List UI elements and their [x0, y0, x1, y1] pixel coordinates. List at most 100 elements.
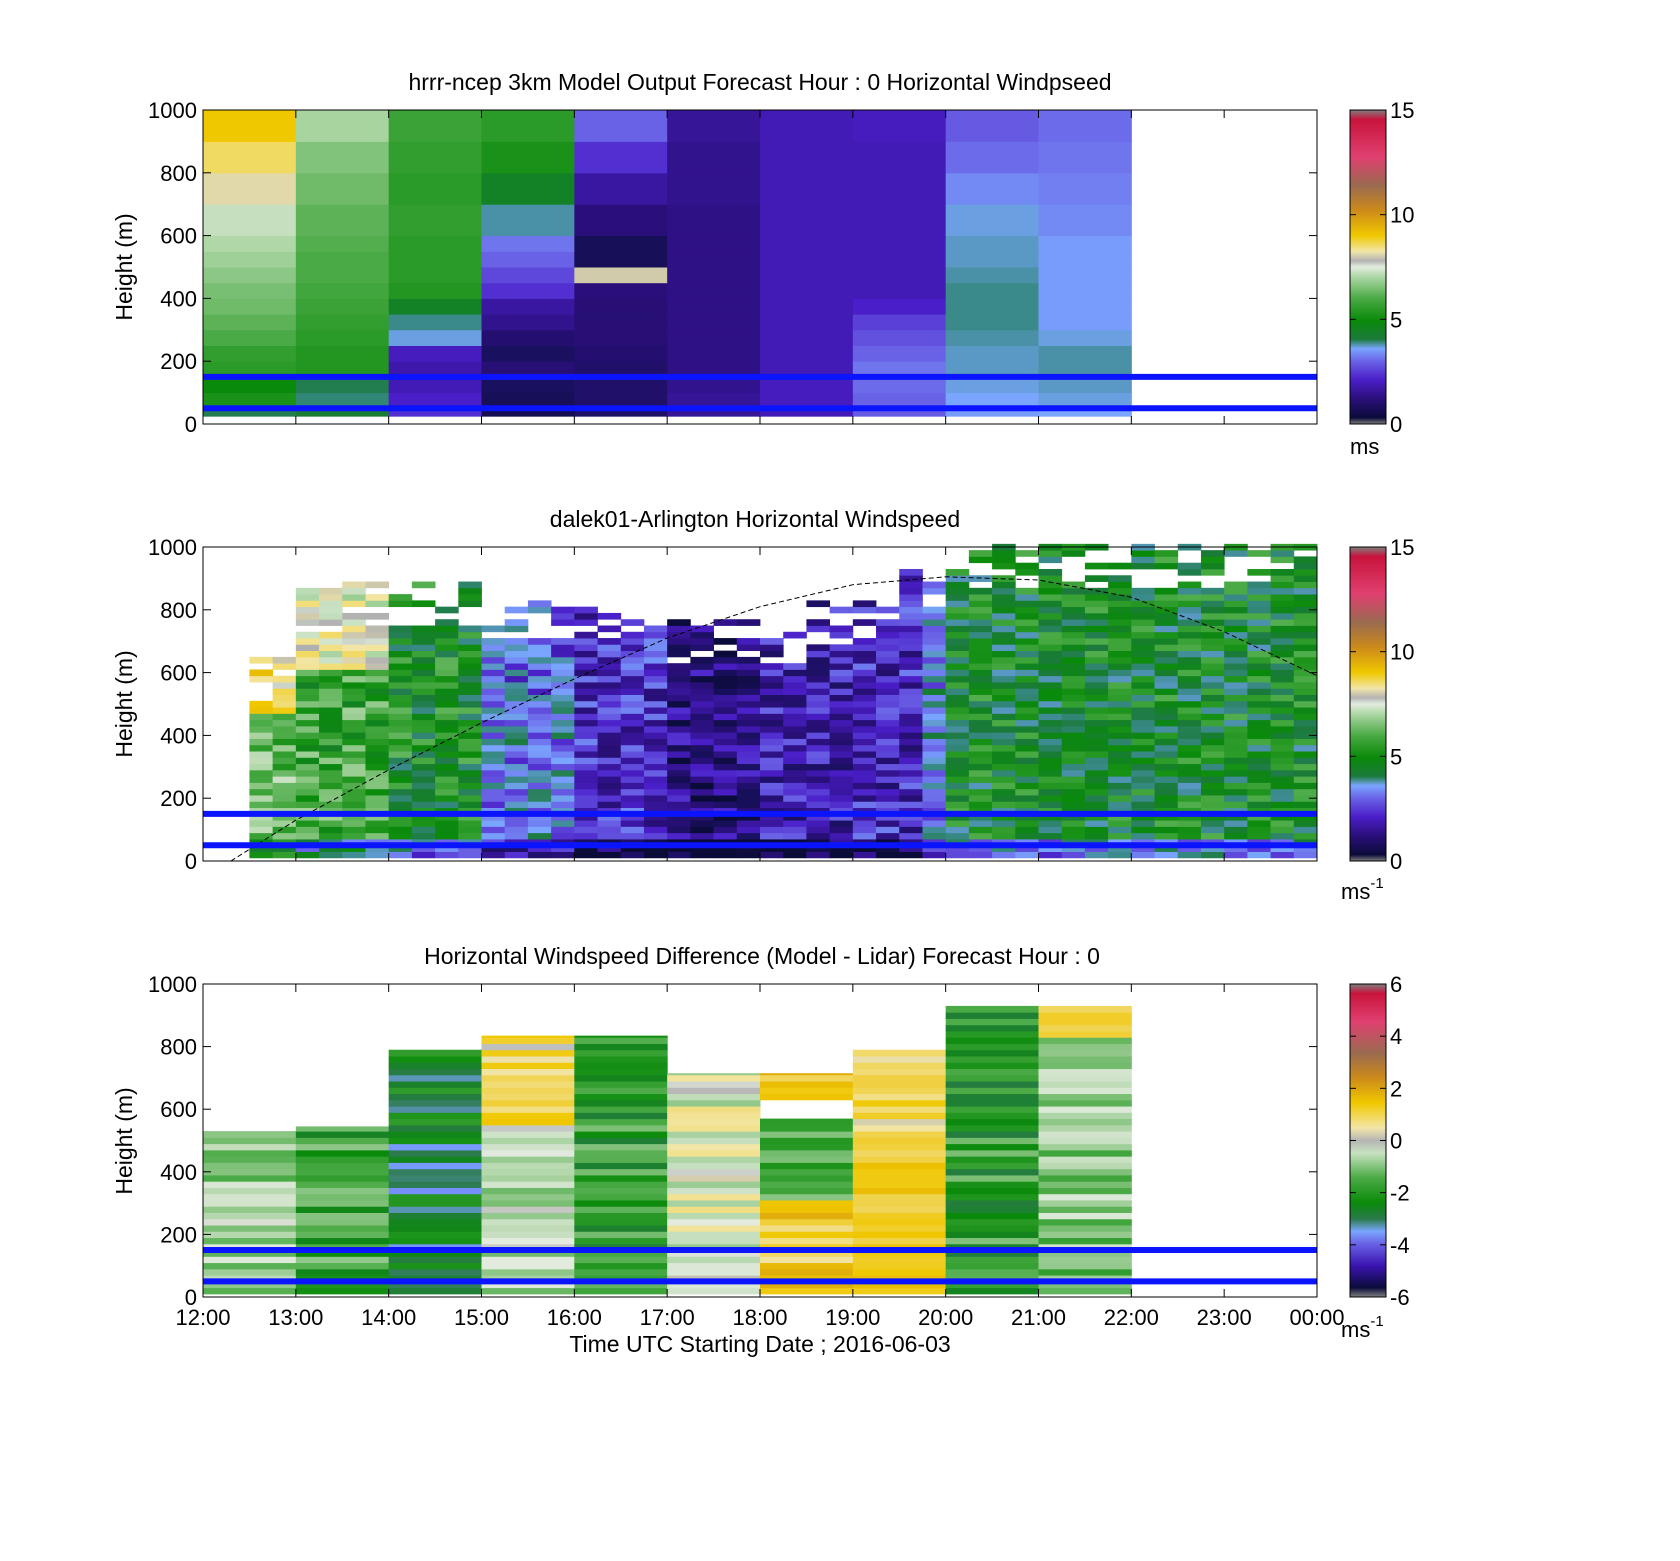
heatmap-cell: [1154, 656, 1179, 664]
heatmap-cell: [435, 619, 459, 626]
heatmap-cell: [643, 788, 668, 796]
heatmap-cell: [319, 713, 343, 721]
heatmap-cell: [876, 619, 900, 626]
heatmap-cell: [481, 1237, 575, 1245]
heatmap-cell: [968, 801, 993, 809]
heatmap-cell: [922, 788, 947, 796]
heatmap-cell: [388, 763, 413, 771]
y-tick-label: 0: [185, 849, 197, 874]
heatmap-cell: [1247, 619, 1271, 626]
heatmap-cell: [1131, 682, 1155, 689]
heatmap-cell: [295, 1250, 390, 1257]
heatmap-cell: [574, 707, 598, 714]
heatmap-cell: [760, 650, 784, 658]
heatmap-cell: [1247, 782, 1271, 790]
heatmap-cell: [1038, 612, 1063, 620]
heatmap-cell: [411, 694, 436, 702]
y-tick-label: 600: [160, 661, 197, 686]
heatmap-cell: [968, 744, 993, 752]
heatmap-cell: [574, 688, 598, 695]
heatmap-cell: [876, 663, 900, 670]
heatmap-cell: [922, 694, 947, 702]
heatmap-cell: [736, 776, 761, 783]
heatmap-cell: [922, 656, 947, 664]
heatmap-cell: [1200, 732, 1225, 739]
heatmap-cell: [1015, 738, 1039, 746]
heatmap-cell: [690, 656, 714, 664]
heatmap-cell: [992, 732, 1016, 739]
heatmap-cell: [435, 644, 459, 652]
heatmap-cell: [481, 1181, 575, 1188]
heatmap-cell: [620, 757, 645, 765]
heatmap-cell: [1177, 813, 1202, 821]
heatmap-cell: [945, 1049, 1039, 1057]
heatmap-cell: [319, 600, 343, 608]
heatmap-cell: [760, 1149, 854, 1157]
heatmap-cell: [597, 763, 622, 771]
heatmap-cell: [504, 813, 529, 821]
heatmap-cell: [272, 788, 297, 796]
heatmap-cell: [1154, 644, 1179, 652]
heatmap-cell: [760, 1237, 854, 1245]
heatmap-cell: [667, 682, 691, 689]
heatmap-cell: [1177, 694, 1202, 702]
heatmap-cell: [667, 110, 761, 142]
heatmap-cell: [783, 813, 807, 821]
heatmap-cell: [272, 744, 297, 752]
heatmap-cell: [1061, 675, 1086, 683]
heatmap-cell: [295, 392, 390, 409]
heatmap-cell: [1247, 663, 1271, 670]
heatmap-cell: [1293, 638, 1318, 645]
heatmap-cell: [481, 769, 506, 777]
heatmap-cell: [852, 801, 877, 809]
heatmap-cell: [899, 612, 923, 620]
heatmap-cell: [713, 700, 738, 708]
heatmap-cell: [388, 314, 482, 331]
panel-model: hrrr-ncep 3km Model Output Forecast Hour…: [111, 69, 1414, 459]
heatmap-cell: [481, 1049, 575, 1057]
heatmap-cell: [1038, 669, 1063, 677]
heatmap-cell: [272, 851, 297, 859]
heatmap-cell: [1084, 707, 1109, 714]
heatmap-cell: [829, 776, 854, 783]
heatmap-cell: [1061, 763, 1086, 771]
heatmap-cell: [1177, 638, 1202, 645]
heatmap-cell: [852, 1187, 947, 1195]
heatmap-cell: [852, 141, 947, 174]
heatmap-cell: [620, 675, 645, 683]
heatmap-cell: [852, 1168, 947, 1176]
y-tick-label: 800: [160, 598, 197, 623]
heatmap-cell: [783, 795, 807, 802]
heatmap-cell: [435, 744, 459, 752]
colorbar-unit-lidar: ms-1: [1341, 875, 1384, 904]
heatmap-cell: [1131, 688, 1155, 695]
heatmap-cell: [829, 694, 854, 702]
heatmap-cell: [342, 782, 366, 790]
heatmap-cell: [458, 688, 482, 695]
heatmap-cell: [736, 713, 761, 721]
heatmap-cell: [922, 769, 947, 777]
heatmap-cell: [574, 1087, 668, 1095]
heatmap-cell: [829, 719, 854, 727]
heatmap-cell: [574, 1206, 668, 1213]
heatmap-cell: [504, 707, 529, 714]
heatmap-cell: [388, 851, 413, 859]
heatmap-cell: [551, 725, 575, 733]
heatmap-cell: [806, 801, 831, 809]
heatmap-cell: [342, 732, 366, 739]
heatmap-cell: [295, 1256, 390, 1264]
heatmap-cell: [945, 1005, 1039, 1013]
heatmap-cell: [736, 738, 761, 746]
heatmap-cell: [829, 795, 854, 802]
heatmap-cell: [1154, 801, 1179, 809]
heatmap-cell: [342, 801, 366, 809]
heatmap-cell: [504, 625, 529, 633]
heatmap-cell: [365, 744, 390, 752]
heatmap-cell: [876, 694, 900, 702]
heatmap-cell: [1154, 826, 1179, 834]
heatmap-cell: [760, 1137, 854, 1145]
heatmap-cell: [690, 757, 714, 765]
heatmap-cell: [1061, 719, 1086, 727]
heatmap-cell: [481, 776, 506, 783]
heatmap-cell: [1131, 587, 1155, 595]
